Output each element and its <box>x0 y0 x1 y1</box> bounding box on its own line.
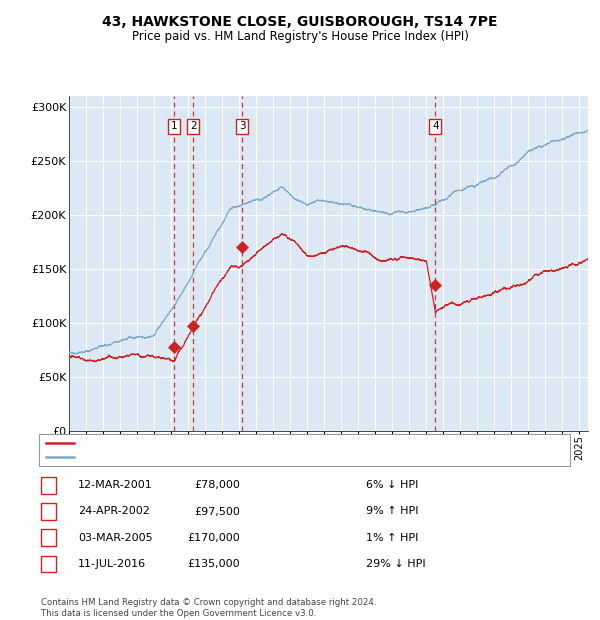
Text: 24-APR-2002: 24-APR-2002 <box>78 507 150 516</box>
Text: 4: 4 <box>45 559 52 569</box>
Text: 6% ↓ HPI: 6% ↓ HPI <box>366 480 418 490</box>
Text: 9% ↑ HPI: 9% ↑ HPI <box>366 507 419 516</box>
Text: £78,000: £78,000 <box>194 480 240 490</box>
Text: Price paid vs. HM Land Registry's House Price Index (HPI): Price paid vs. HM Land Registry's House … <box>131 30 469 43</box>
Text: 3: 3 <box>239 122 245 131</box>
Text: 3: 3 <box>45 533 52 542</box>
Text: 2: 2 <box>190 122 197 131</box>
Text: 43, HAWKSTONE CLOSE, GUISBOROUGH, TS14 7PE: 43, HAWKSTONE CLOSE, GUISBOROUGH, TS14 7… <box>102 16 498 30</box>
Text: 1: 1 <box>45 480 52 490</box>
Text: HPI: Average price, detached house, Redcar and Cleveland: HPI: Average price, detached house, Redc… <box>78 452 366 463</box>
Text: 2: 2 <box>45 507 52 516</box>
Text: £170,000: £170,000 <box>187 533 240 542</box>
Text: 12-MAR-2001: 12-MAR-2001 <box>78 480 153 490</box>
Text: £135,000: £135,000 <box>187 559 240 569</box>
Text: 4: 4 <box>432 122 439 131</box>
Text: 03-MAR-2005: 03-MAR-2005 <box>78 533 152 542</box>
Text: 11-JUL-2016: 11-JUL-2016 <box>78 559 146 569</box>
Text: Contains HM Land Registry data © Crown copyright and database right 2024.
This d: Contains HM Land Registry data © Crown c… <box>41 598 376 618</box>
Text: 43, HAWKSTONE CLOSE, GUISBOROUGH, TS14 7PE (detached house): 43, HAWKSTONE CLOSE, GUISBOROUGH, TS14 7… <box>78 438 416 448</box>
Text: 1: 1 <box>171 122 178 131</box>
Text: 29% ↓ HPI: 29% ↓ HPI <box>366 559 425 569</box>
Text: £97,500: £97,500 <box>194 507 240 516</box>
Text: 1% ↑ HPI: 1% ↑ HPI <box>366 533 418 542</box>
